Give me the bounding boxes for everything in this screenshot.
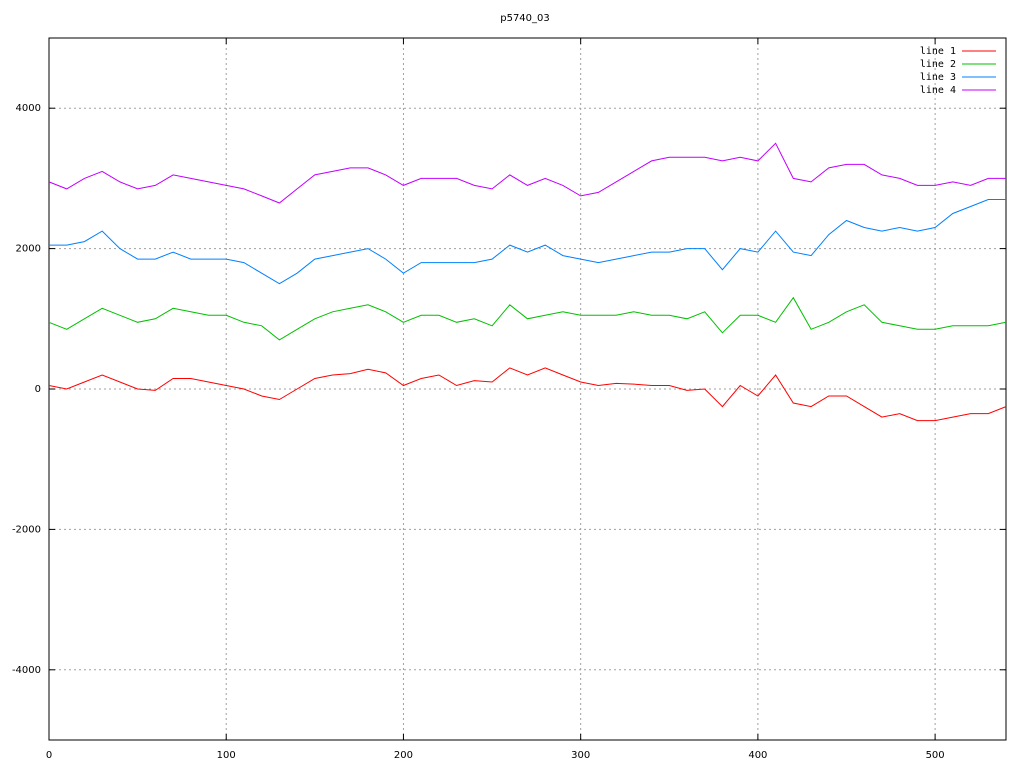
y-tick-label: 4000 — [16, 103, 41, 114]
x-tick-label: 500 — [926, 750, 945, 761]
plot-border — [48, 37, 1007, 741]
x-tick-label: 100 — [217, 750, 236, 761]
x-tick-label: 300 — [571, 750, 590, 761]
legend-label: line 3 — [920, 72, 956, 83]
data-line — [48, 142, 1006, 204]
legend-label: line 4 — [920, 85, 956, 96]
y-tick-label: 2000 — [16, 244, 41, 255]
legend-label: line 1 — [920, 46, 956, 57]
x-tick-label: 200 — [394, 750, 413, 761]
y-tick-label: -2000 — [12, 524, 41, 535]
y-tick-label: -4000 — [12, 665, 41, 676]
data-line — [48, 367, 1007, 422]
chart-title: p5740_03 — [500, 13, 550, 24]
data-line — [49, 199, 1006, 285]
data-line — [48, 296, 1007, 341]
y-tick-label: 0 — [35, 384, 41, 395]
legend-label: line 2 — [920, 59, 956, 70]
x-tick-label: 0 — [46, 750, 52, 761]
x-tick-label: 400 — [748, 750, 767, 761]
